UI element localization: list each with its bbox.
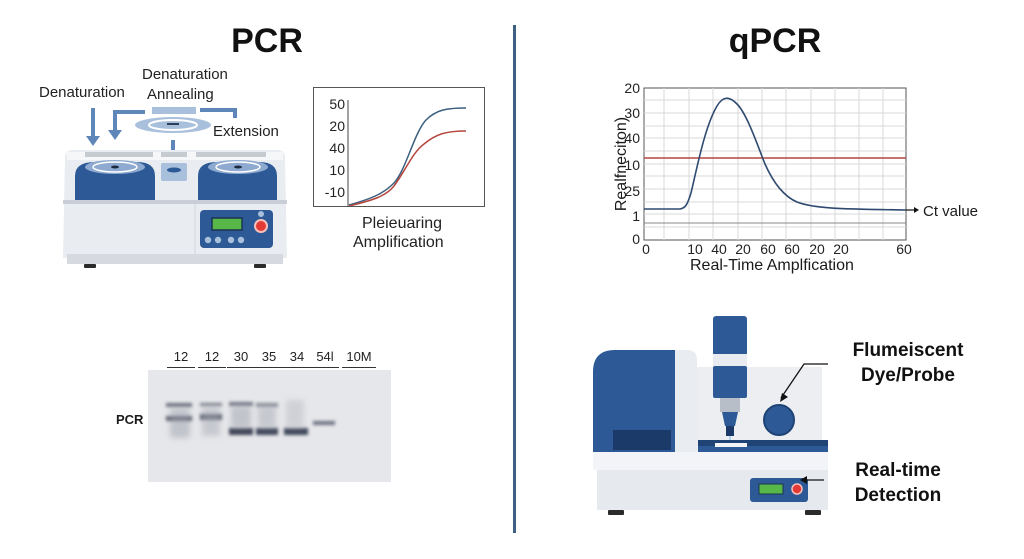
svg-text:0: 0	[642, 241, 650, 257]
svg-text:10: 10	[624, 157, 640, 173]
pcr-chart-caption-line1: Pleieuaring	[362, 215, 443, 232]
svg-text:10: 10	[329, 162, 345, 178]
step-label-extension: Extension	[213, 123, 279, 140]
qpcr-y-axis-label: Realfneciton)	[613, 116, 630, 212]
step-label-denaturation-2: Denaturation	[142, 66, 228, 83]
lane-label: 12	[198, 349, 226, 368]
svg-text:0: 0	[632, 231, 640, 247]
step-label-annealing: Annealing	[147, 86, 214, 103]
lane-label: 35	[255, 349, 283, 368]
step-label-denaturation-1: Denaturation	[39, 84, 125, 101]
svg-text:20: 20	[809, 241, 825, 257]
svg-text:10: 10	[687, 241, 703, 257]
svg-text:20: 20	[329, 118, 345, 134]
gel-row-label: PCR	[116, 412, 144, 427]
svg-text:20: 20	[624, 80, 640, 96]
ct-value-label: Ct value	[923, 203, 979, 220]
svg-text:20: 20	[735, 241, 751, 257]
svg-text:50: 50	[329, 96, 345, 112]
realtime-detection-callout-line2: Detection	[854, 485, 942, 506]
gel-electrophoresis-image	[148, 370, 391, 482]
lane-label: 30	[227, 349, 255, 368]
qpcr-title: qPCR	[728, 22, 822, 60]
qpcr-instrument-illustration	[593, 316, 828, 515]
arrow-icon	[780, 363, 828, 399]
svg-text:30: 30	[624, 105, 640, 121]
realtime-detection-callout-line1: Real-time	[855, 460, 941, 481]
pcr-chart-caption-line2: Amplification	[353, 234, 444, 251]
panel-divider	[513, 25, 516, 533]
dye-probe-callout-line2: Dye/Probe	[861, 365, 955, 386]
qpcr-x-axis-label: Real-Time Amplfication	[690, 257, 854, 274]
svg-text:60: 60	[896, 241, 912, 257]
svg-text:1: 1	[632, 208, 640, 224]
lane-label: 34	[283, 349, 311, 368]
svg-text:60: 60	[784, 241, 800, 257]
pcr-title: PCR	[231, 22, 303, 60]
svg-text:40: 40	[711, 241, 727, 257]
dye-probe-callout: Flumeiscent Dye/Probe	[838, 338, 978, 388]
gel-lane-labels: 12 12 30 35 34 54l 10M	[162, 349, 376, 371]
lane-label: 54l	[311, 349, 339, 368]
callout-arrows	[780, 363, 828, 484]
dye-probe-callout-line1: Flumeiscent	[852, 340, 964, 361]
control-panel	[200, 210, 273, 248]
thermocycler-illustration	[63, 107, 287, 268]
qpcr-realtime-chart: 20 30 40 10 25 1 0 0 10 40 20 60 60 20 2…	[624, 80, 919, 257]
svg-text:60: 60	[760, 241, 776, 257]
pcr-amplification-chart: 50 20 40 10 -10	[313, 87, 485, 207]
lane-label: 12	[167, 349, 195, 368]
realtime-detection-callout: Real-time Detection	[833, 458, 963, 508]
lane-label: 10M	[342, 349, 376, 368]
svg-text:-10: -10	[325, 184, 345, 200]
svg-text:25: 25	[624, 183, 640, 199]
svg-text:40: 40	[329, 140, 345, 156]
svg-text:20: 20	[833, 241, 849, 257]
svg-text:40: 40	[624, 130, 640, 146]
